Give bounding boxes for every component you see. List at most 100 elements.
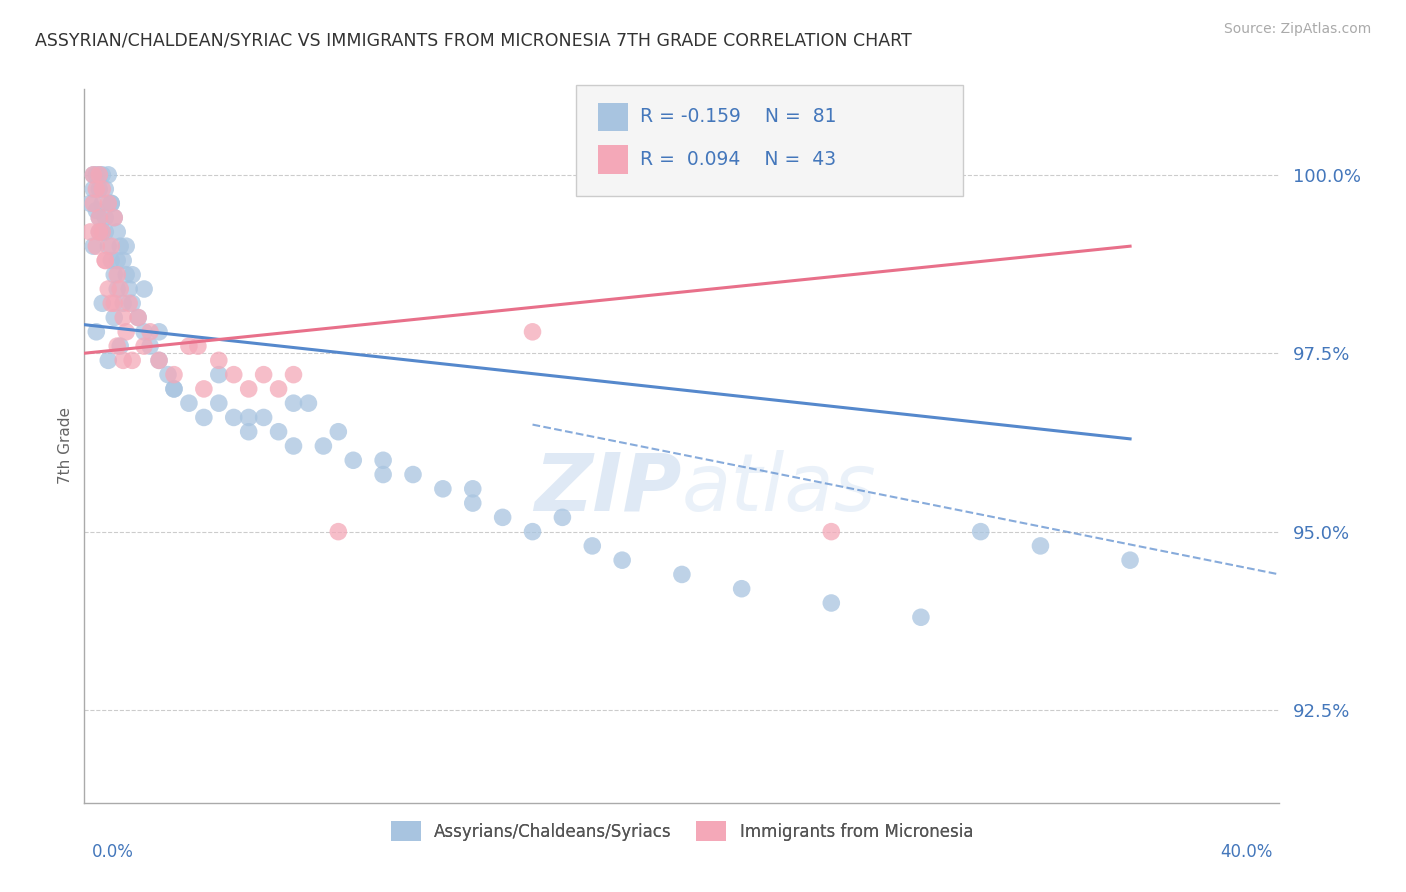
Point — [283, 439, 305, 453]
Point — [148, 353, 170, 368]
Point — [461, 482, 484, 496]
Text: Source: ZipAtlas.com: Source: ZipAtlas.com — [1223, 22, 1371, 37]
Point — [82, 168, 104, 182]
Point — [148, 325, 170, 339]
Point — [297, 396, 319, 410]
Point — [94, 253, 117, 268]
Point — [105, 225, 128, 239]
Point — [121, 353, 143, 368]
Point — [222, 410, 245, 425]
Point — [103, 296, 125, 310]
Point — [820, 524, 842, 539]
Point — [163, 368, 186, 382]
Point — [105, 339, 128, 353]
Point — [86, 239, 108, 253]
Point — [91, 182, 114, 196]
Point — [79, 196, 101, 211]
Point — [105, 282, 128, 296]
Point — [97, 239, 120, 253]
Point — [112, 253, 135, 268]
Point — [551, 510, 574, 524]
Point — [82, 239, 104, 253]
Point — [86, 182, 108, 196]
Point — [492, 510, 515, 524]
Point — [86, 203, 108, 218]
Point — [177, 339, 200, 353]
Point — [100, 239, 122, 253]
Point — [342, 453, 364, 467]
Text: R =  0.094    N =  43: R = 0.094 N = 43 — [640, 150, 835, 169]
Point — [121, 296, 143, 310]
Point — [1119, 553, 1142, 567]
Point — [177, 396, 200, 410]
Point — [148, 353, 170, 368]
Point — [89, 168, 111, 182]
Point — [139, 325, 162, 339]
Point — [112, 296, 135, 310]
Point — [1029, 539, 1052, 553]
Point — [163, 382, 186, 396]
Point — [91, 296, 114, 310]
Point — [105, 253, 128, 268]
Point — [100, 296, 122, 310]
Text: 40.0%: 40.0% — [1220, 843, 1272, 861]
Text: R = -0.159    N =  81: R = -0.159 N = 81 — [640, 107, 837, 127]
Point — [91, 168, 114, 182]
Point — [127, 310, 149, 325]
Point — [373, 467, 395, 482]
Point — [118, 282, 141, 296]
Point — [208, 368, 231, 382]
Point — [328, 425, 350, 439]
Point — [115, 268, 138, 282]
Point — [91, 225, 114, 239]
Point — [127, 310, 149, 325]
Point — [522, 325, 544, 339]
Point — [94, 253, 117, 268]
Point — [132, 325, 156, 339]
Point — [193, 410, 215, 425]
Point — [103, 211, 125, 225]
Point — [82, 196, 104, 211]
Point — [267, 425, 290, 439]
Point — [267, 382, 290, 396]
Point — [132, 282, 156, 296]
Point — [612, 553, 634, 567]
Text: atlas: atlas — [682, 450, 877, 528]
Point — [253, 368, 276, 382]
Point — [253, 410, 276, 425]
Point — [970, 524, 993, 539]
Point — [110, 239, 132, 253]
Y-axis label: 7th Grade: 7th Grade — [58, 408, 73, 484]
Point — [89, 182, 111, 196]
Point — [82, 168, 104, 182]
Legend: Assyrians/Chaldeans/Syriacs, Immigrants from Micronesia: Assyrians/Chaldeans/Syriacs, Immigrants … — [384, 814, 980, 848]
Point — [910, 610, 932, 624]
Point — [89, 211, 111, 225]
Point — [238, 382, 260, 396]
Point — [103, 310, 125, 325]
Point — [115, 325, 138, 339]
Point — [89, 225, 111, 239]
Point — [97, 168, 120, 182]
Point — [94, 225, 117, 239]
Point — [91, 196, 114, 211]
Point — [312, 439, 335, 453]
Point — [103, 268, 125, 282]
Point — [402, 467, 425, 482]
Point — [238, 425, 260, 439]
Point — [100, 253, 122, 268]
Point — [238, 410, 260, 425]
Point — [208, 353, 231, 368]
Text: 0.0%: 0.0% — [91, 843, 134, 861]
Point — [187, 339, 209, 353]
Point — [97, 196, 120, 211]
Point — [328, 524, 350, 539]
Point — [100, 196, 122, 211]
Point — [132, 339, 156, 353]
Point — [432, 482, 454, 496]
Point — [89, 211, 111, 225]
Point — [731, 582, 754, 596]
Point — [283, 368, 305, 382]
Point — [86, 325, 108, 339]
Point — [820, 596, 842, 610]
